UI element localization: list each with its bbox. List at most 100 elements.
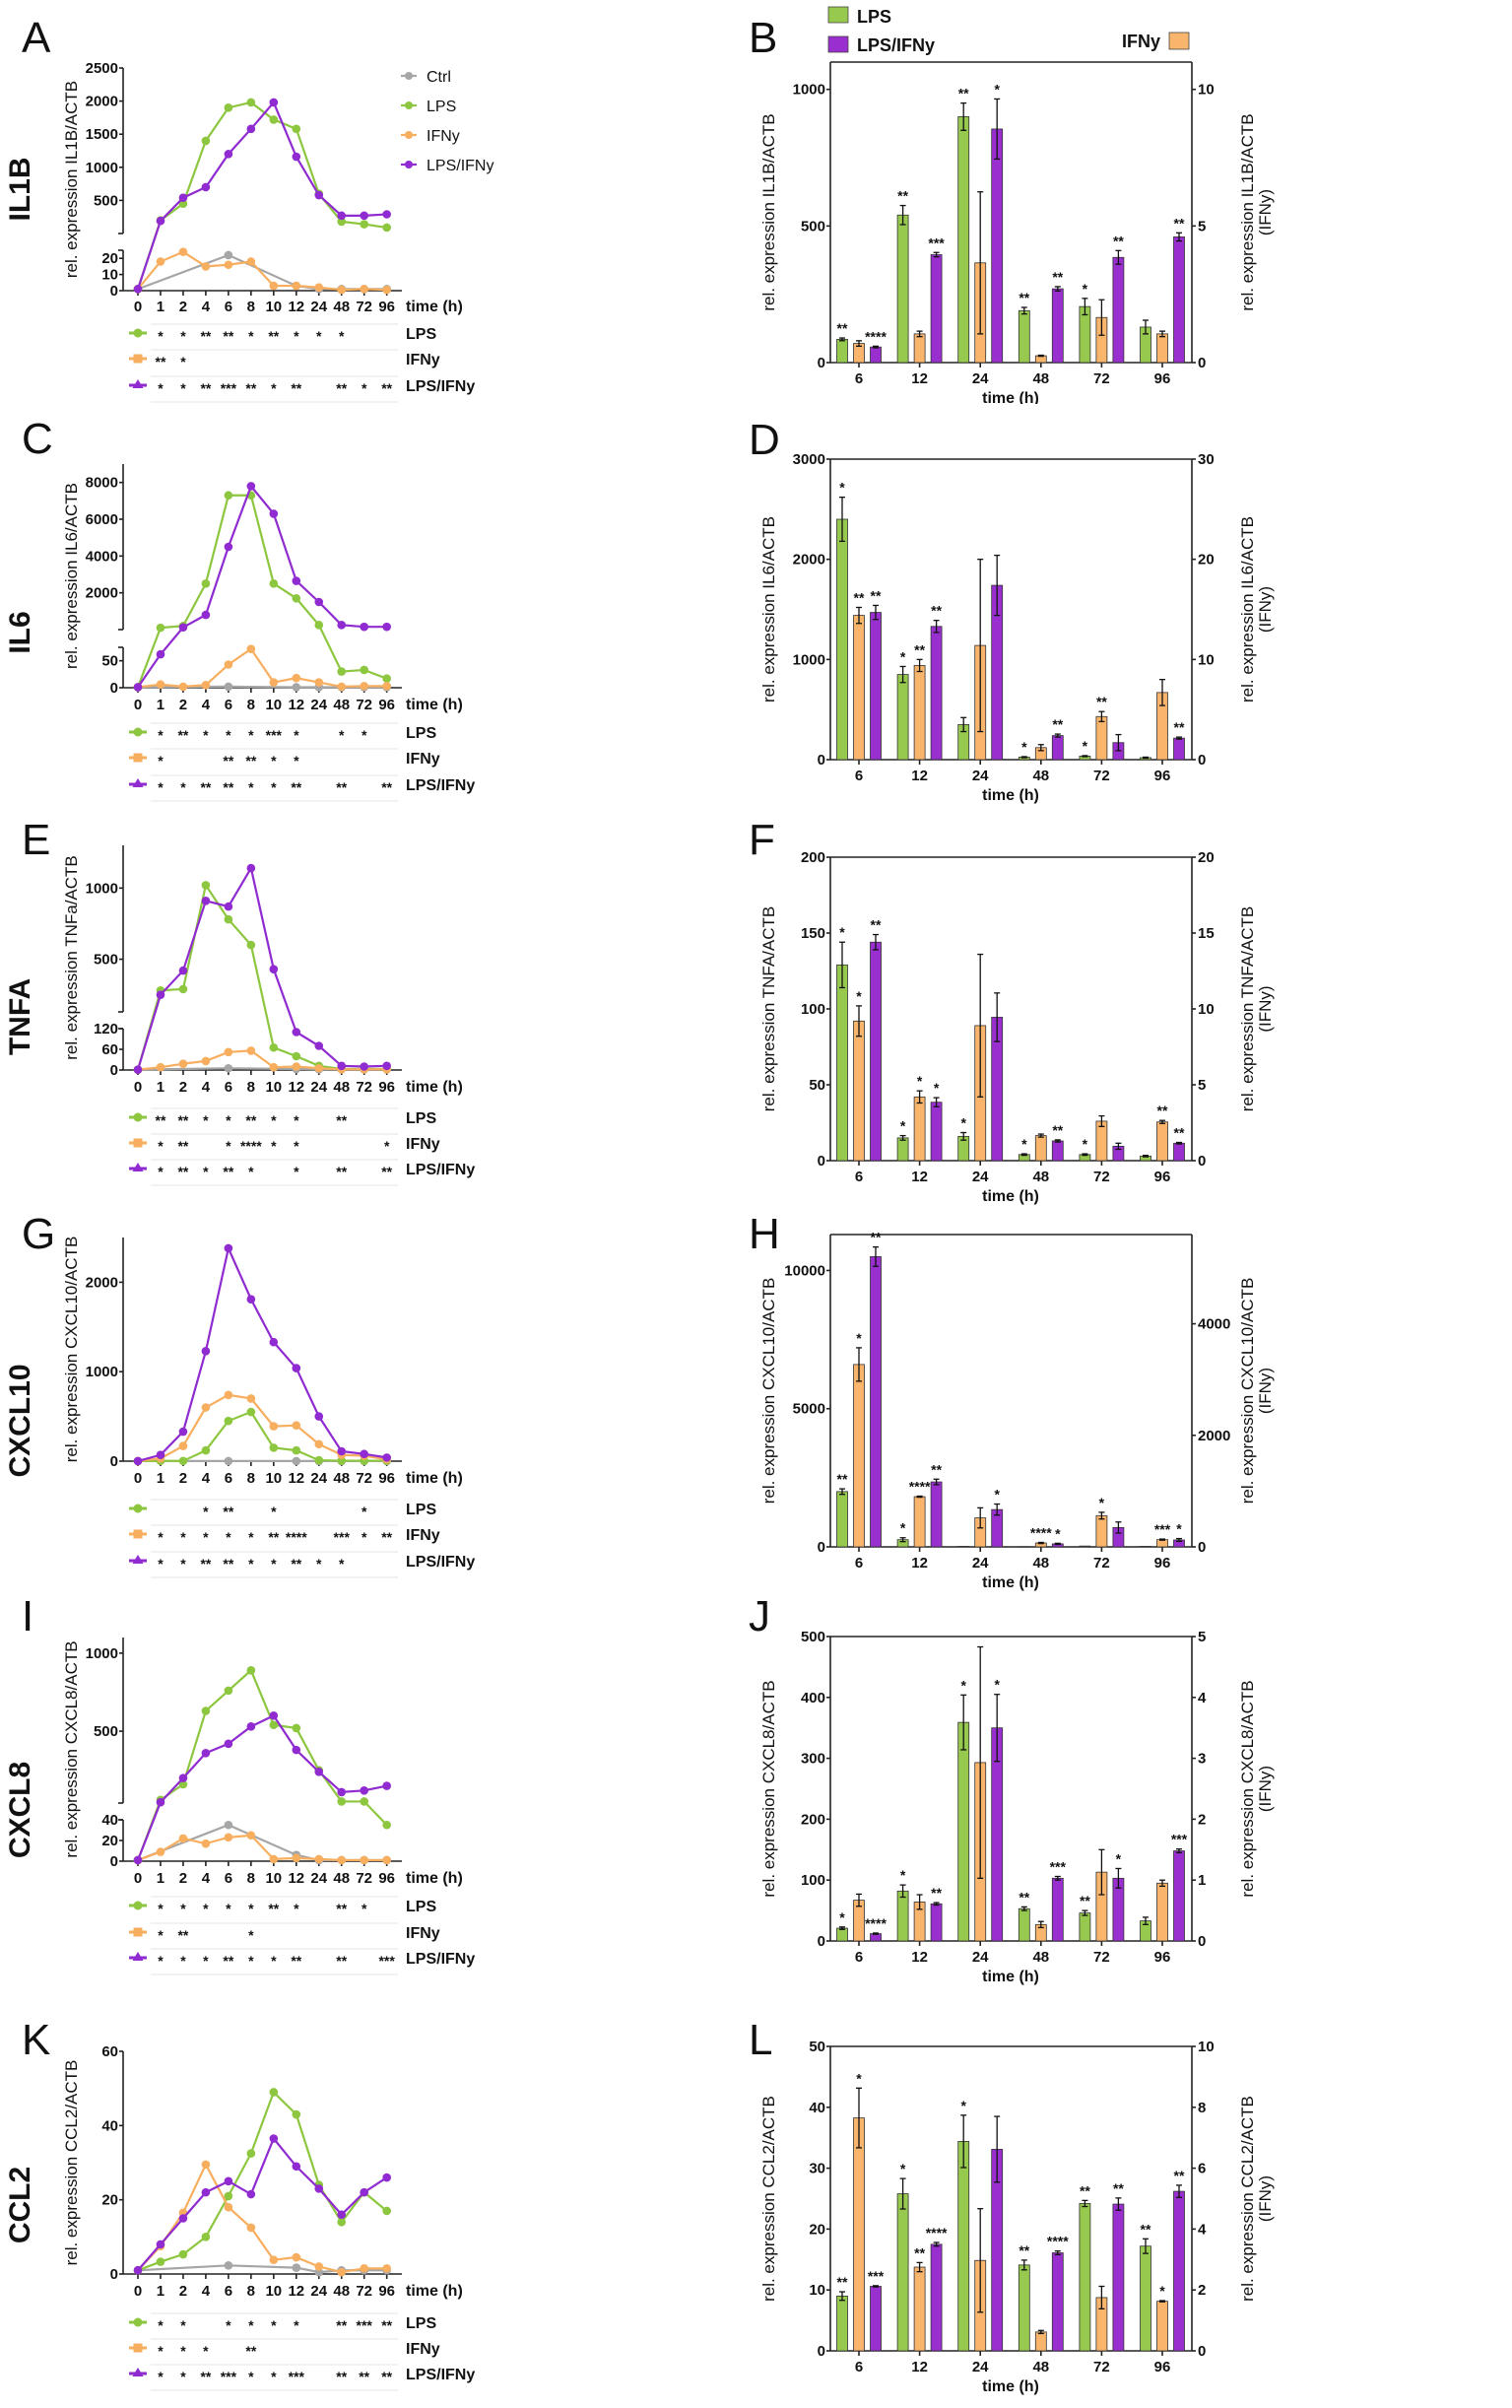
significance-stars: ** — [1052, 269, 1063, 285]
data-point — [133, 285, 143, 294]
x-tick-label: 72 — [356, 1079, 372, 1096]
data-point — [246, 644, 256, 653]
data-point — [292, 281, 301, 291]
bar-chart-h: H 0 5000 10000 0 2000 4000 rel. expression CXCL… — [749, 1210, 1275, 1591]
significance-stars: ** — [381, 2369, 392, 2384]
data-point — [360, 2187, 369, 2197]
data-point — [269, 509, 279, 518]
panel-letter: F — [749, 816, 775, 864]
x-axis-label: time (h) — [406, 697, 463, 713]
gene-label: CCL2 — [4, 2167, 36, 2243]
significance-stars: * — [158, 1953, 164, 1969]
bar — [1034, 2331, 1047, 2352]
bar — [836, 339, 848, 364]
bar — [1018, 1546, 1030, 1548]
panel-letter: J — [749, 1592, 770, 1640]
significance-stars: ** — [336, 1164, 347, 1179]
data-point — [314, 2262, 324, 2271]
x-tick-label: 12 — [288, 697, 304, 713]
x-tick-label: 2 — [179, 1870, 187, 1887]
bar — [1095, 1514, 1108, 1548]
left-tick-label: 10000 — [784, 1262, 825, 1279]
sig-row-label: LPS — [406, 326, 436, 343]
significance-stars: * — [180, 1556, 186, 1572]
right-tick-label: 4 — [1198, 2221, 1207, 2238]
data-point — [292, 124, 301, 134]
significance-stars: **** — [926, 2225, 948, 2241]
bar — [991, 128, 1004, 364]
x-axis-label: time (h) — [406, 1870, 463, 1887]
data-point — [360, 220, 369, 229]
significance-stars: * — [203, 1164, 209, 1179]
significance-stars: * — [839, 924, 845, 940]
panel-h-cxcl10-bars: H 0 5000 10000 0 2000 4000 rel. expression CXCL… — [749, 1210, 1512, 1616]
right-tick-label: 20 — [1198, 849, 1215, 866]
significance-stars: * — [180, 2343, 186, 2359]
significance-stars: **** — [909, 1478, 931, 1494]
panel-letter: E — [22, 816, 50, 864]
significance-stars: ** — [837, 320, 848, 336]
left-tick-label: 2000 — [793, 552, 825, 569]
data-point — [314, 597, 324, 607]
sig-row-label: LPS/IFNy — [406, 1162, 475, 1178]
significance-stars: ** — [245, 380, 256, 396]
y-axis-label: rel. expression IL1B/ACTB — [62, 81, 81, 278]
significance-stars: *** — [357, 2317, 373, 2333]
panel-letter: B — [749, 14, 777, 62]
bar — [1051, 735, 1064, 761]
data-point — [269, 579, 279, 588]
significance-stars: * — [856, 2070, 862, 2086]
data-point — [224, 260, 233, 270]
x-axis-label: time (h) — [982, 1969, 1039, 1985]
x-tick-label: 96 — [1154, 2359, 1171, 2375]
significance-stars: * — [226, 1901, 231, 1916]
x-tick-label: 0 — [134, 697, 142, 713]
x-tick-label: 48 — [333, 2283, 350, 2300]
data-point — [314, 1854, 324, 1864]
significance-stars: * — [158, 2343, 164, 2359]
significance-stars: * — [1021, 1136, 1027, 1152]
x-tick-label: 6 — [225, 1079, 232, 1096]
y-axis-label: rel. expression CXCL10/ACTB — [62, 1237, 81, 1463]
significance-stars: * — [158, 779, 164, 795]
sig-row-label: LPS — [406, 2315, 436, 2332]
data-point — [269, 1422, 279, 1431]
bar — [1112, 2203, 1125, 2352]
significance-stars: * — [917, 1073, 923, 1089]
square-marker-icon — [133, 753, 143, 763]
square-marker-icon — [133, 1138, 143, 1148]
series-line-1 — [136, 494, 388, 688]
significance-stars: * — [158, 727, 164, 743]
data-point — [224, 250, 233, 260]
significance-stars: * — [158, 1927, 164, 1943]
bar — [870, 941, 882, 1162]
significance-stars: * — [1083, 738, 1088, 754]
x-tick-label: 48 — [333, 1870, 350, 1887]
x-tick-label: 24 — [972, 2359, 989, 2375]
bar — [1140, 2245, 1151, 2352]
data-point — [201, 1839, 211, 1848]
data-point — [246, 1046, 256, 1055]
data-point — [224, 914, 233, 924]
significance-stars: ** — [245, 753, 256, 769]
significance-stars: ** — [381, 380, 392, 396]
data-point — [360, 1786, 369, 1795]
right-tick-label: 5 — [1198, 1629, 1206, 1645]
significance-stars: ** — [1052, 1122, 1063, 1138]
significance-stars: * — [203, 1504, 209, 1519]
data-point — [269, 2134, 279, 2143]
bar-chart-f: F 0 50 100 150 200 0 5 10 15 20 rel. expression TNF… — [749, 816, 1275, 1205]
x-tick-label: 96 — [378, 1470, 395, 1487]
data-point — [201, 1056, 211, 1066]
panel-letter: G — [22, 1212, 55, 1258]
panel-k-ccl2-timecourse: K CCL2 rel. expression CCL2/ACTB 0 20 40 60 0 1 2… — [0, 1995, 749, 2399]
significance-stars: * — [271, 2369, 277, 2384]
data-point — [224, 2176, 233, 2186]
data-point — [201, 2160, 211, 2170]
x-tick-label: 48 — [1032, 1949, 1049, 1966]
data-point — [337, 1797, 347, 1806]
significance-stars: ** — [336, 1953, 347, 1969]
right-y-axis-label: rel. expression CXCL8/ACTB — [1238, 1680, 1257, 1897]
